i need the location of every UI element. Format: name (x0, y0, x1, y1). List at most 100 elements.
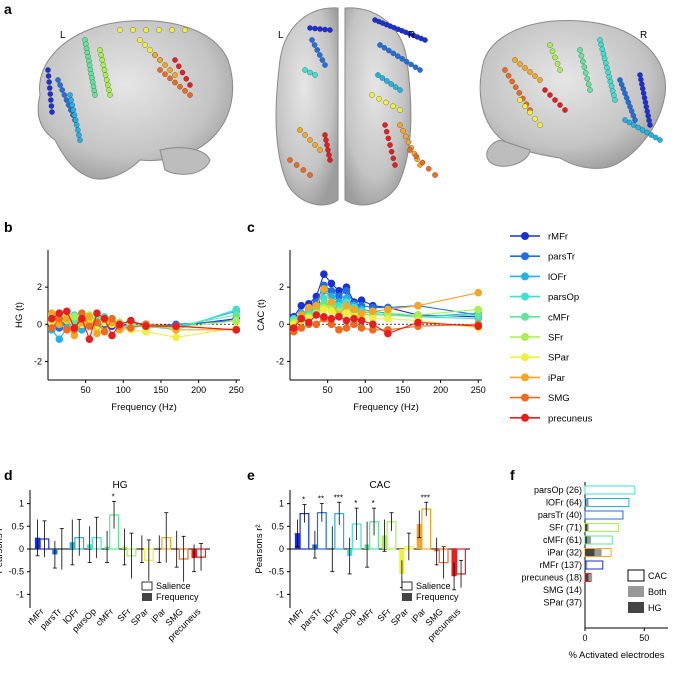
data-point-SPar (327, 307, 336, 316)
data-point-iPar (320, 285, 328, 293)
electrode-dot (584, 75, 590, 82)
legend-dot-rMFr (521, 232, 529, 240)
data-point-iPar (384, 305, 392, 314)
electrode-dot (607, 78, 614, 85)
data-point-precuneus (115, 320, 124, 329)
electrode-dot (638, 76, 644, 83)
legend-label-precuneus: precuneus (548, 413, 593, 424)
legend-label-salience: Salience (416, 581, 451, 591)
data-point-precuneus (342, 316, 351, 325)
electrode-dot (70, 107, 77, 113)
electrode-dot (182, 88, 188, 94)
legend-label-parsTr: parsTr (548, 252, 575, 263)
electrode-dot (390, 50, 397, 57)
electrode-dot (522, 65, 528, 71)
data-point-SMG (85, 322, 94, 330)
electrode-dot (322, 62, 328, 68)
electrode-dot (317, 26, 323, 32)
bar-both-iPar (594, 549, 602, 556)
x-tick-label: 250 (471, 385, 486, 395)
electrode-dot (167, 67, 173, 73)
bar-cac-parsOp (584, 485, 636, 495)
data-point-precuneus (414, 318, 422, 327)
electrode-dot (103, 77, 110, 83)
electrode-dot (307, 172, 313, 178)
electrode-dot (76, 132, 82, 138)
x-tick-label: 50 (639, 633, 649, 643)
electrode-dot (578, 52, 585, 59)
electrode-dot (162, 71, 168, 77)
electrode-dot (175, 63, 182, 70)
panel-label-d: d (4, 467, 13, 483)
data-point-parsTr (327, 287, 336, 295)
electrode-dot (385, 135, 392, 142)
electrode-dot (172, 79, 178, 86)
legend-label-salience: Salience (156, 581, 191, 591)
electrode-dot (102, 72, 109, 78)
electrode-dot (397, 122, 403, 128)
electrode-dot (639, 85, 646, 92)
electrode-dot (179, 69, 186, 76)
electrode-dot (527, 109, 533, 116)
data-point-SFr (474, 305, 483, 314)
legend-swatch-salience (401, 581, 413, 591)
data-point-cMFr (474, 311, 483, 319)
electrode-dot (635, 124, 641, 131)
data-point-iPar (85, 313, 94, 321)
electrode-dot (642, 99, 649, 106)
electrode-dot (502, 67, 508, 73)
panel-label-a: a (4, 1, 12, 17)
electrode-dot (387, 142, 393, 148)
electrode-dot (647, 122, 653, 128)
y-tick-label: 0 (19, 544, 24, 554)
brain-renderings (37, 7, 667, 206)
electrode-dot (172, 57, 178, 63)
electrode-dot (532, 116, 538, 122)
data-point-precuneus (55, 309, 64, 317)
category-label: cMFr (61) (543, 535, 582, 545)
electrode-dot (45, 73, 52, 79)
data-point-SMG (63, 326, 71, 334)
category-label: parsOp (26) (534, 485, 582, 495)
electrode-dot (47, 91, 54, 97)
legend-dot-iPar (521, 373, 529, 382)
electrode-dot (383, 128, 390, 135)
electrode-dot (99, 57, 105, 63)
electrode-dot (390, 155, 397, 162)
electrode-dot (61, 92, 68, 98)
electrode-dot (69, 102, 75, 108)
electrode-dot (644, 108, 651, 115)
electrode-dot (557, 67, 563, 73)
electrode-dot (386, 47, 392, 54)
electrode-dot (312, 142, 318, 148)
bar-both-cMFr (587, 536, 591, 544)
electrode-dot (287, 157, 293, 163)
x-tick-label: 150 (395, 385, 410, 395)
bar-cac-SFr (584, 523, 619, 532)
data-point-SMG (369, 326, 377, 334)
electrode-dot (400, 127, 406, 134)
data-point-iPar (350, 305, 358, 314)
x-tick-label: 100 (358, 385, 373, 395)
electrode-dot (403, 58, 410, 65)
electrode-dot (177, 83, 183, 90)
electrode-dot (92, 92, 98, 98)
electrode-dot (648, 132, 655, 138)
electrode-dot (631, 122, 637, 128)
electrode-dot (156, 27, 162, 33)
electrode-dot (49, 109, 55, 115)
data-point-iPar (312, 301, 321, 310)
y-tick-label: 1 (19, 499, 24, 509)
electrode-dot (397, 107, 403, 113)
brain-cerebellum-left (159, 147, 211, 175)
legend-label-iPar: iPar (548, 373, 565, 384)
electrode-dot (547, 42, 553, 48)
electrode-dot (652, 134, 659, 141)
x-axis-label: Frequency (Hz) (111, 402, 176, 413)
electrode-dot (537, 77, 543, 83)
legend-dot-lOFr (521, 272, 529, 281)
electrode-dot (505, 72, 512, 79)
electrode-dot (46, 85, 53, 91)
legend-label-frequency: Frequency (416, 592, 459, 602)
